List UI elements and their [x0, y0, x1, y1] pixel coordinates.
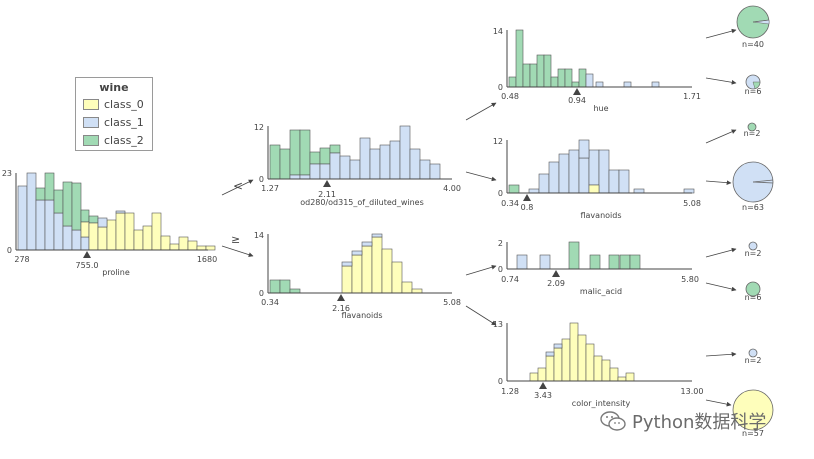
left-ymin: 0	[259, 175, 264, 184]
ll-split: 0.94	[568, 96, 586, 105]
edge-label-less: <	[233, 179, 243, 193]
rr-xmax: 13.00	[681, 387, 704, 396]
left-split: 2.11	[318, 190, 336, 199]
lr-xmin: 0.34	[501, 199, 519, 208]
legend-label-class_1: class_1	[104, 116, 144, 129]
leaf-4-count: n=63	[742, 203, 764, 212]
leaf-8-count: n=57	[742, 429, 764, 438]
rr-split: 3.43	[534, 391, 552, 400]
rl-feature: malic_acid	[580, 287, 622, 296]
leaf-7-count: n=2	[745, 356, 762, 365]
left-ymax: 12	[254, 123, 264, 132]
lr-ymax: 12	[493, 137, 503, 146]
legend-swatch-class_0	[83, 99, 99, 110]
wechat-icon	[600, 411, 626, 431]
leaf-3-pie: n=2	[744, 122, 761, 138]
ll-feature: hue	[593, 104, 608, 113]
leaf-1-count: n=40	[742, 40, 764, 49]
node-root-proline: 23 0 278 1680 755.0 proline	[2, 169, 217, 277]
rl-xmax: 5.80	[681, 275, 699, 284]
left-xmin: 1.27	[261, 184, 279, 193]
rr-ymax: 13	[493, 320, 503, 329]
ll-xmax: 1.71	[683, 92, 701, 101]
legend-item-class_0: class_0	[83, 97, 152, 112]
watermark-text: Python数据科学	[632, 412, 767, 433]
lr-split-marker	[523, 194, 531, 201]
ll-ymin: 0	[498, 83, 503, 92]
legend-title: wine	[99, 81, 129, 94]
right-ymin: 0	[259, 289, 264, 298]
right-xmin: 0.34	[261, 298, 279, 307]
leaf-2-pie: n=6	[745, 74, 762, 96]
node-lr-flavanoids: 12 0 0.34 5.08 0.8 flavanoids	[493, 137, 701, 220]
root-feature: proline	[102, 268, 130, 277]
root-split: 755.0	[76, 261, 99, 270]
root-ymax: 23	[2, 169, 12, 178]
left-feature: od280/od315_of_diluted_wines	[300, 198, 424, 207]
leaf-7-pie: n=2	[745, 348, 762, 365]
leaf-1-pie: n=40	[736, 5, 770, 49]
left-split-marker	[323, 180, 331, 187]
rr-xmin: 1.28	[501, 387, 519, 396]
rr-split-marker	[539, 382, 547, 389]
node-ll-hue: 14 0 0.48 1.71 0.94 hue	[493, 27, 701, 113]
lr-ymin: 0	[498, 189, 503, 198]
leaf-5-count: n=2	[745, 249, 762, 258]
node-left-od280: 12 0 1.27 4.00 2.11 od280/od315_of_dilut…	[254, 123, 461, 207]
rr-feature: color_intensity	[572, 399, 631, 408]
right-ymax: 14	[254, 231, 264, 240]
rl-split-marker	[552, 270, 560, 277]
leaf-4-pie: n=63	[732, 161, 774, 212]
right-xmax: 5.08	[443, 298, 461, 307]
root-xmin: 278	[14, 255, 29, 264]
legend-label-class_2: class_2	[104, 134, 144, 147]
ll-ymax: 14	[493, 27, 503, 36]
root-split-marker	[83, 251, 91, 258]
root-ymin: 0	[7, 246, 12, 255]
class-legend: wine class_0 class_1 class_2	[75, 77, 153, 151]
leaf-2-count: n=6	[745, 87, 762, 96]
rl-xmin: 0.74	[501, 275, 519, 284]
lr-feature: flavanoids	[580, 211, 621, 220]
left-xmax: 4.00	[443, 184, 461, 193]
watermark: Python数据科学	[600, 408, 766, 434]
legend-label-class_0: class_0	[104, 98, 144, 111]
rl-ymax: 2	[498, 239, 503, 248]
node-right-flavanoids: 14 0 0.34 5.08 2.16 flavanoids	[254, 231, 461, 320]
ll-xmin: 0.48	[501, 92, 519, 101]
right-feature: flavanoids	[341, 311, 382, 320]
node-rr-color_intensity: 13 0 1.28 13.00 3.43 color_intensity	[493, 320, 704, 408]
rr-ymin: 0	[498, 377, 503, 386]
edge-label-ge: ≥	[231, 233, 240, 246]
legend-swatch-class_1	[83, 117, 99, 128]
lr-split: 0.8	[521, 203, 534, 212]
legend-item-class_1: class_1	[83, 115, 152, 130]
rl-ymin: 0	[498, 265, 503, 274]
legend-swatch-class_2	[83, 135, 99, 146]
right-split-marker	[337, 294, 345, 301]
right-split: 2.16	[332, 304, 350, 313]
legend-item-class_2: class_2	[83, 133, 152, 148]
root-xmax: 1680	[197, 255, 217, 264]
leaf-6-count: n=6	[745, 293, 762, 302]
leaf-6-pie: n=6	[745, 281, 762, 302]
node-rl-malic_acid: 2 0 0.74 5.80 2.09 malic_acid	[498, 239, 699, 296]
lr-xmax: 5.08	[683, 199, 701, 208]
leaf-5-pie: n=2	[745, 241, 762, 258]
ll-split-marker	[573, 88, 581, 95]
leaf-8-pie: n=57	[732, 389, 774, 438]
rl-split: 2.09	[547, 279, 565, 288]
leaf-3-count: n=2	[744, 129, 761, 138]
